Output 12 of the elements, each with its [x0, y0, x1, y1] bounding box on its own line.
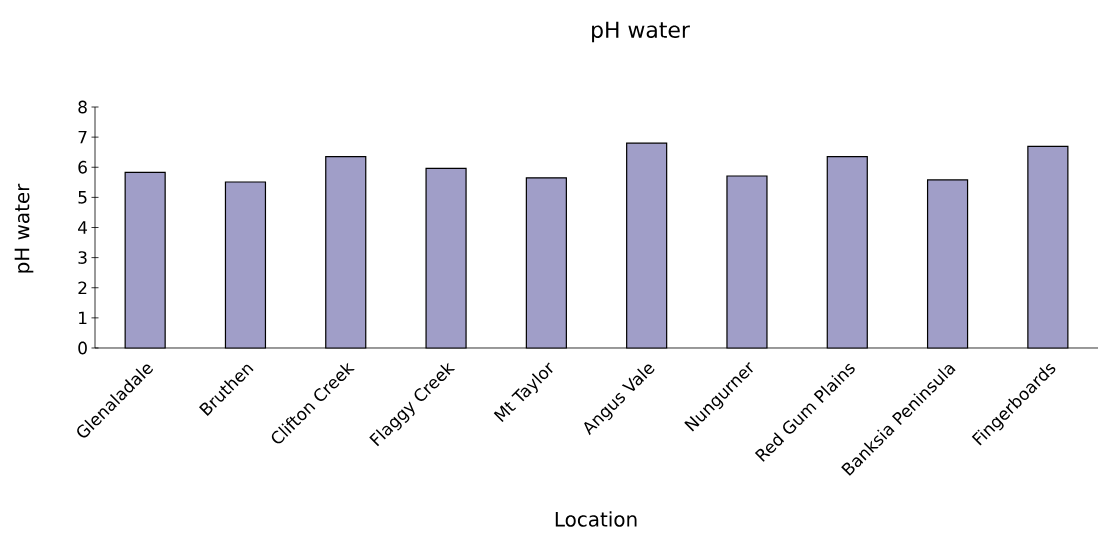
y-tick-label: 7: [78, 130, 87, 144]
y-tick-label: 5: [78, 191, 87, 204]
chart-title: pH water: [592, 21, 690, 43]
y-tick-label: 8: [78, 100, 87, 114]
y-tick-label: 6: [78, 160, 87, 174]
y-tick-label: 2: [78, 281, 87, 295]
x-axis-title: Location: [555, 511, 637, 527]
y-tick-label: 0: [78, 341, 87, 355]
y-tick-label: 1: [79, 311, 87, 325]
y-axis-title: pH water: [14, 183, 34, 273]
y-tick-label: 4: [78, 221, 88, 234]
y-tick-label: 3: [78, 251, 87, 265]
